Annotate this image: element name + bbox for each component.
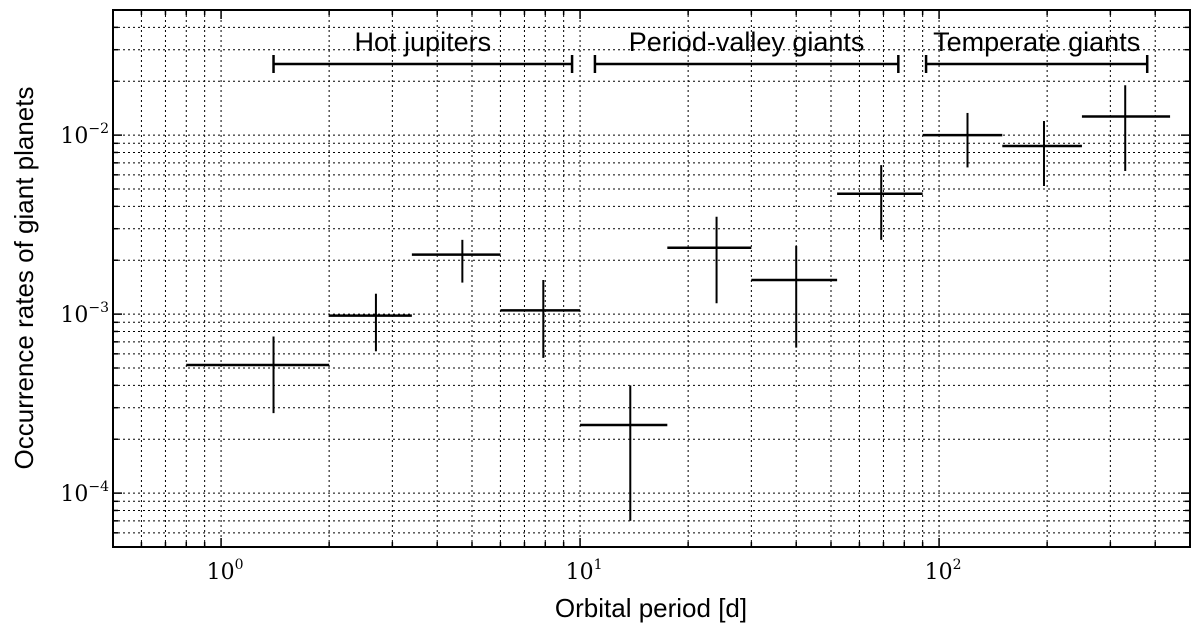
y-tick-label: 10−3 [60,300,109,328]
tick-labels: 100 101 102 10−4 10−3 10−2 [60,121,961,585]
x-tick-label: 102 [925,557,962,585]
y-tick-label: 10−4 [60,479,109,507]
x-tick-label: 100 [207,557,244,585]
data-point [411,239,501,283]
data-points [186,85,1171,521]
axis-ticks [112,9,1191,548]
y-axis-label: Occurrence rates of giant planets [9,87,39,470]
plot-frame [112,9,1191,548]
period-range-brackets: Hot jupiters Period-valley giants Temperat… [272,27,1149,73]
data-point [500,280,581,358]
range-label: Temperate giants [933,27,1140,57]
grid-lines [112,9,1191,548]
y-tick-label: 10−2 [60,121,109,149]
data-point [580,385,668,521]
data-point [837,165,923,240]
range-label: Hot jupiters [355,27,492,57]
data-point [922,112,1003,168]
data-point [1081,85,1171,172]
data-point [1002,120,1082,186]
data-point [186,336,330,414]
x-tick-label: 101 [566,557,603,585]
data-point [751,246,838,348]
x-axis-label: Orbital period [d] [555,593,747,623]
range-label: Period-valley giants [629,27,865,57]
data-point [667,216,752,304]
data-point [329,293,412,352]
